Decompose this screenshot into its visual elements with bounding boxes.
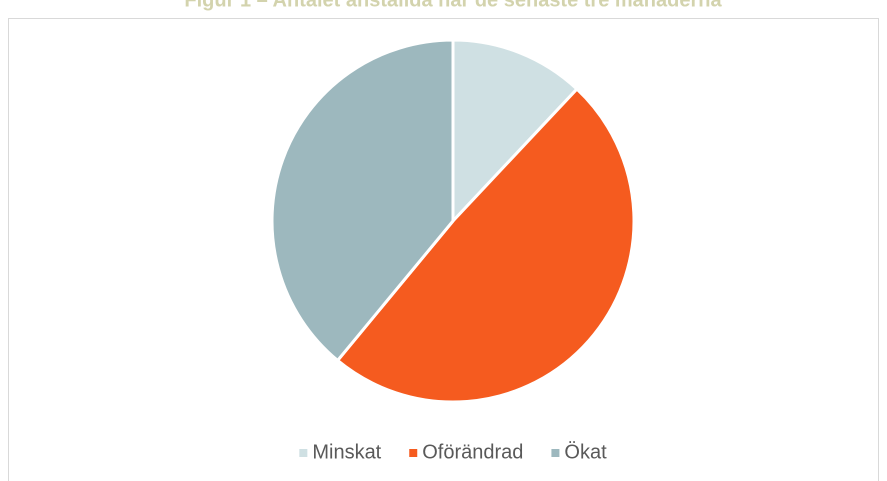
pie-slice [451, 38, 580, 225]
legend-swatch [551, 449, 560, 457]
legend-label: Oförändrad [422, 441, 523, 463]
legend-swatch [299, 449, 308, 457]
pie-slice [270, 38, 455, 363]
legend: Minskat Oförändrad Ökat [299, 441, 607, 463]
pie-slice [335, 86, 636, 404]
legend-label: Minskat [312, 441, 381, 463]
legend-swatch [409, 449, 418, 457]
chart-title: Figur 1 – Antalet anställda har de senas… [184, 0, 722, 11]
legend-label: Ökat [564, 441, 607, 463]
